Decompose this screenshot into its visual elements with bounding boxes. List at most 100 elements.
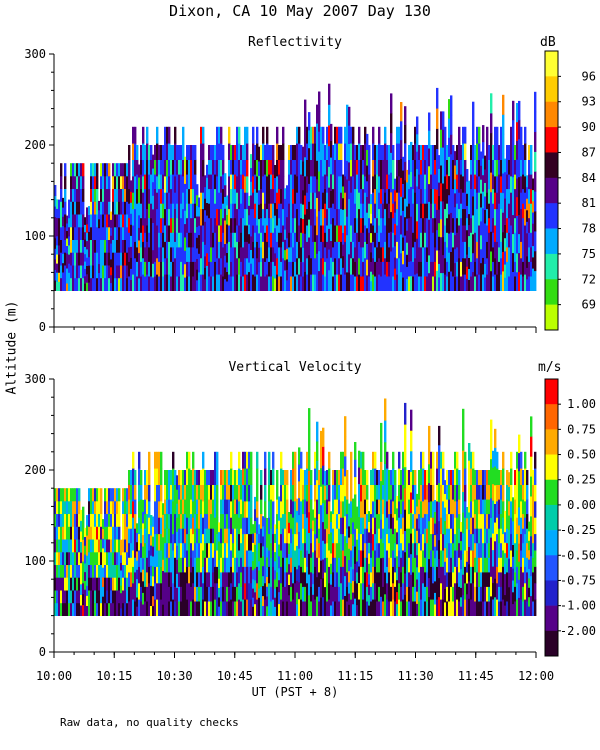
reflectivity-cell	[494, 126, 497, 144]
velocity-cell	[302, 484, 305, 500]
reflectivity-cell	[108, 277, 111, 291]
reflectivity-cell	[276, 208, 279, 226]
reflectivity-cell	[180, 261, 183, 277]
reflectivity-cell	[106, 252, 109, 266]
velocity-cell	[482, 513, 485, 529]
reflectivity-cell	[426, 261, 429, 277]
reflectivity-cell	[312, 225, 315, 242]
reflectivity-cell	[214, 217, 217, 233]
velocity-cell	[378, 601, 381, 616]
velocity-cell	[146, 484, 149, 500]
velocity-cell	[138, 582, 141, 600]
reflectivity-cell	[324, 217, 327, 233]
velocity-cell	[430, 468, 433, 485]
reflectivity-cell	[118, 239, 121, 253]
reflectivity-cell	[172, 217, 175, 233]
reflectivity-cell	[204, 279, 207, 291]
velocity-cell	[368, 511, 371, 522]
reflectivity-cell	[270, 276, 273, 291]
velocity-cell	[184, 601, 187, 616]
reflectivity-cell	[464, 257, 467, 275]
reflectivity-cell	[324, 203, 327, 219]
reflectivity-cell	[148, 246, 151, 262]
reflectivity-cell	[322, 225, 325, 242]
reflectivity-cell	[86, 265, 89, 275]
velocity-cell	[188, 451, 191, 469]
reflectivity-cell	[246, 192, 249, 210]
reflectivity-cell	[288, 203, 291, 219]
reflectivity-cell	[208, 145, 211, 160]
reflectivity-cell	[302, 161, 305, 176]
reflectivity-cell	[122, 239, 125, 253]
velocity-cell	[466, 539, 469, 551]
reflectivity-cell	[308, 183, 311, 202]
reflectivity-cell	[54, 258, 57, 270]
reflectivity-cell	[174, 175, 177, 193]
reflectivity-cell	[354, 188, 357, 204]
reflectivity-cell	[508, 217, 511, 233]
velocity-cell	[326, 470, 329, 485]
velocity-cell	[442, 582, 445, 600]
velocity-cell	[414, 470, 417, 485]
reflectivity-cell	[294, 145, 297, 160]
velocity-cell	[92, 602, 95, 616]
reflectivity-cell	[300, 261, 303, 277]
reflectivity-cell	[90, 175, 93, 189]
velocity-cell	[436, 468, 439, 485]
velocity-cell	[126, 564, 129, 578]
velocity-cell	[518, 543, 521, 562]
velocity-cell	[148, 484, 151, 502]
reflectivity-cell	[110, 227, 113, 236]
velocity-cell	[120, 577, 123, 586]
velocity-cell	[280, 533, 283, 551]
velocity-cell	[450, 586, 453, 602]
velocity-cell	[398, 451, 401, 469]
reflectivity-cell	[478, 143, 481, 160]
velocity-cell	[252, 533, 255, 543]
velocity-cell	[158, 451, 161, 469]
reflectivity-cell	[106, 265, 109, 279]
velocity-cell	[282, 499, 285, 515]
velocity-cell	[386, 451, 389, 469]
velocity-cell	[196, 601, 199, 616]
velocity-cell	[172, 533, 175, 551]
velocity-cell	[174, 542, 177, 558]
reflectivity-cell	[78, 252, 81, 266]
reflectivity-cell	[202, 126, 205, 144]
reflectivity-cell	[202, 241, 205, 259]
velocity-cell	[514, 513, 517, 529]
velocity-cell	[488, 542, 491, 558]
velocity-cell	[156, 550, 159, 567]
reflectivity-cell	[230, 246, 233, 262]
velocity-cell	[410, 471, 413, 493]
reflectivity-cell	[306, 274, 309, 291]
reflectivity-cell	[364, 208, 367, 226]
reflectivity-cell	[474, 276, 477, 291]
reflectivity-cell	[408, 203, 411, 219]
velocity-cell	[418, 513, 421, 529]
reflectivity-cell	[166, 143, 169, 160]
velocity-cell	[382, 542, 385, 558]
velocity-cell	[460, 531, 463, 542]
velocity-cell	[70, 602, 73, 616]
reflectivity-cell	[306, 126, 309, 144]
reflectivity-cell	[236, 225, 239, 242]
velocity-cell	[60, 551, 63, 565]
velocity-cell	[158, 517, 161, 535]
reflectivity-cell	[74, 226, 77, 240]
velocity-cell	[352, 533, 355, 546]
reflectivity-cell	[312, 274, 315, 291]
reflectivity-cell	[332, 159, 335, 175]
velocity-cell	[352, 557, 355, 570]
velocity-cell	[68, 488, 71, 502]
velocity-cell	[432, 582, 435, 600]
reflectivity-cell	[360, 203, 363, 219]
reflectivity-cell	[294, 276, 297, 291]
reflectivity-cell	[486, 225, 489, 242]
reflectivity-cell	[392, 276, 395, 291]
velocity-cell	[530, 595, 533, 616]
reflectivity-cell	[184, 237, 187, 251]
velocity-cell	[524, 582, 527, 600]
velocity-cell	[504, 510, 507, 522]
reflectivity-cell	[62, 235, 65, 245]
